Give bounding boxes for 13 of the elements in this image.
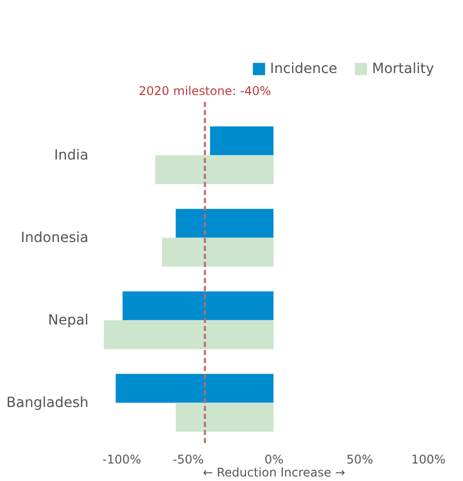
x-tick-label: 100% — [411, 452, 446, 466]
ref-line-label: 2020 milestone: -40% — [138, 84, 272, 98]
x-tick-label: 50% — [346, 452, 374, 466]
x-tick-label: 0% — [264, 452, 284, 466]
y-tick-label: Nepal — [48, 312, 88, 328]
legend-label: Mortality — [372, 61, 434, 77]
y-tick-label: Indonesia — [20, 230, 88, 246]
x-tick-label: -50% — [172, 452, 204, 466]
y-tick-label: India — [54, 147, 88, 164]
y-tick-label: Bangladesh — [6, 394, 88, 411]
x-tick-label: -100% — [102, 452, 142, 466]
legend-label: Incidence — [270, 61, 338, 77]
x-axis-title: ← Reduction Increase → — [202, 466, 346, 480]
